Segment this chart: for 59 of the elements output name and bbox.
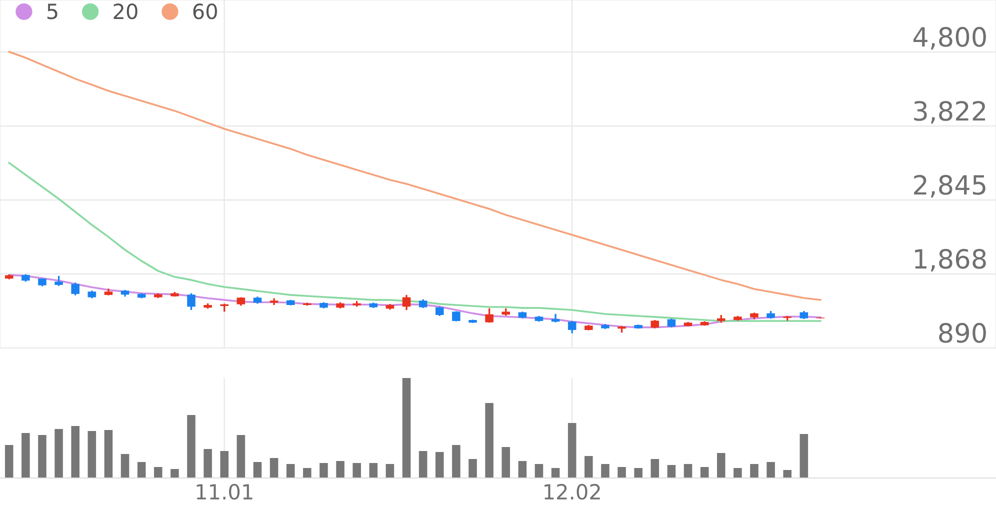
bar: [22, 433, 30, 478]
y-tick-label: 2,845: [914, 174, 986, 198]
bar: [303, 468, 312, 478]
bar: [320, 463, 328, 478]
bar: [551, 468, 560, 478]
bar: [783, 470, 792, 478]
bar: [270, 458, 278, 478]
legend-label: 20: [114, 3, 138, 20]
bar: [54, 429, 63, 478]
bar: [402, 378, 411, 478]
bar: [352, 463, 361, 478]
bar: [104, 430, 113, 478]
bar: [253, 462, 262, 478]
bar: [170, 469, 179, 478]
x-tick-label: 11.01: [196, 484, 252, 500]
bar: [534, 464, 544, 478]
bar: [38, 435, 46, 478]
legend-label: 5: [47, 4, 58, 20]
bar: [734, 468, 742, 478]
bar: [634, 468, 642, 478]
bar: [800, 434, 808, 478]
bar: [502, 447, 510, 478]
bar: [71, 426, 80, 478]
bar: [120, 454, 130, 478]
bar: [386, 464, 394, 478]
bar: [286, 464, 295, 478]
bar: [468, 459, 477, 478]
y-tick-label: 3,822: [914, 100, 986, 124]
bar: [684, 464, 692, 478]
bar: [452, 445, 460, 478]
bar: [700, 467, 709, 478]
bar: [618, 467, 626, 478]
bar: [584, 456, 593, 478]
bar: [435, 452, 444, 478]
bar: [485, 403, 494, 478]
y-tick-label: 1,868: [915, 248, 986, 272]
bar: [766, 462, 775, 478]
bar: [154, 467, 162, 478]
bar: [187, 415, 196, 478]
legend-label: 60: [193, 3, 217, 20]
bar: [418, 451, 428, 478]
bar: [236, 435, 246, 478]
bar: [220, 451, 229, 478]
bar: [369, 463, 378, 478]
y-tick-label: 4,800: [913, 26, 986, 50]
bar: [601, 464, 610, 478]
bar: [518, 461, 527, 478]
bar: [88, 431, 96, 478]
bar: [716, 453, 726, 478]
y-tick-label: 890: [939, 322, 986, 343]
bar: [137, 462, 146, 478]
bar: [650, 459, 660, 478]
bar: [4, 445, 14, 478]
bar: [667, 465, 676, 478]
bar: [336, 461, 344, 478]
bar: [568, 423, 576, 478]
x-tick-label: 12.02: [544, 484, 600, 500]
bar: [204, 449, 212, 478]
bar: [750, 464, 758, 478]
